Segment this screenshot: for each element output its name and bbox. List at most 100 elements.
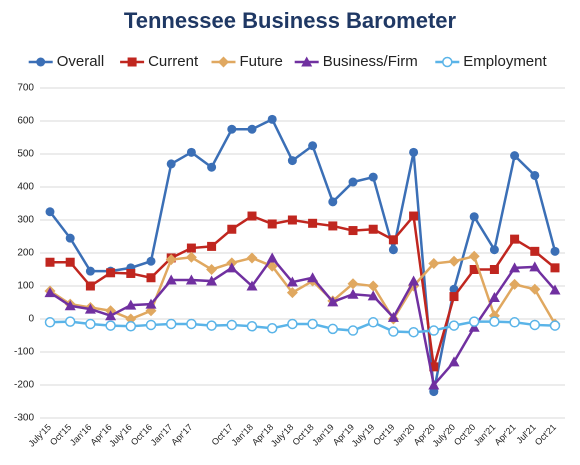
y-tick-label: 500 — [17, 149, 34, 160]
marker — [106, 268, 116, 278]
x-tick-label: Oct'21 — [533, 422, 558, 447]
chart-title: Tennessee Business Barometer — [124, 8, 457, 33]
marker — [327, 323, 339, 335]
marker — [85, 318, 96, 330]
marker — [489, 245, 499, 255]
marker — [529, 261, 541, 272]
marker — [408, 275, 420, 286]
marker — [36, 57, 46, 67]
marker — [247, 211, 257, 221]
marker — [307, 272, 319, 283]
marker — [65, 233, 75, 243]
x-tick-label: July'16 — [107, 422, 134, 449]
marker — [388, 326, 399, 337]
marker — [468, 316, 480, 327]
marker — [267, 114, 277, 124]
marker — [146, 273, 156, 283]
marker — [549, 320, 561, 331]
marker — [226, 262, 238, 273]
y-tick-label: -100 — [14, 347, 34, 358]
marker — [287, 215, 297, 225]
marker — [125, 299, 137, 310]
marker — [550, 263, 560, 273]
marker — [488, 292, 500, 303]
legend-label: Current — [148, 53, 199, 70]
x-tick-label: Jan'20 — [391, 422, 417, 448]
legend-label: Future — [240, 53, 283, 70]
marker — [530, 246, 540, 256]
marker — [449, 292, 459, 302]
marker — [267, 219, 277, 229]
legend-label: Business/Firm — [323, 53, 418, 70]
marker — [489, 265, 499, 274]
y-tick-label: -200 — [14, 380, 34, 391]
marker — [207, 162, 217, 172]
marker — [468, 250, 480, 262]
marker — [105, 310, 117, 321]
marker — [165, 254, 177, 266]
marker — [510, 234, 520, 244]
x-tick-label: July'15 — [26, 422, 53, 449]
x-tick-label: Jan'21 — [472, 422, 498, 448]
y-tick-label: 600 — [17, 116, 34, 127]
marker — [469, 265, 479, 274]
x-tick-label: Jan'16 — [68, 422, 94, 448]
marker — [347, 288, 359, 299]
marker — [44, 317, 56, 328]
marker — [186, 243, 196, 253]
marker — [85, 281, 95, 291]
marker — [368, 224, 378, 234]
marker — [428, 325, 440, 336]
marker — [549, 284, 561, 295]
marker — [165, 318, 177, 330]
marker — [388, 235, 398, 245]
marker — [125, 313, 137, 325]
series-line — [50, 213, 556, 368]
x-tick-label: Apr'17 — [169, 422, 194, 447]
marker — [307, 318, 318, 330]
y-tick-label: 100 — [17, 281, 34, 292]
marker — [146, 256, 156, 266]
marker — [469, 212, 479, 222]
x-tick-label: July'18 — [269, 422, 296, 449]
marker — [347, 278, 359, 290]
series-line — [49, 254, 557, 325]
marker — [266, 322, 278, 334]
marker — [409, 147, 419, 157]
marker — [529, 319, 541, 331]
marker — [448, 320, 460, 331]
marker — [367, 280, 379, 292]
legend-label: Overall — [57, 53, 105, 70]
y-tick-label: 700 — [17, 83, 34, 94]
marker — [530, 170, 540, 180]
marker — [266, 252, 278, 263]
marker — [166, 159, 176, 169]
x-tick-label: Apr'21 — [492, 422, 517, 447]
marker — [64, 316, 76, 327]
marker — [85, 266, 95, 276]
marker — [328, 197, 338, 207]
y-tick-label: 400 — [17, 182, 34, 193]
marker — [206, 320, 217, 331]
marker — [308, 218, 318, 228]
marker — [347, 325, 359, 336]
y-tick-label: 0 — [28, 314, 34, 325]
marker — [64, 300, 76, 311]
marker — [247, 124, 257, 134]
marker — [287, 156, 297, 166]
marker — [226, 319, 238, 331]
marker — [368, 172, 378, 182]
marker — [206, 264, 218, 275]
marker — [327, 296, 339, 307]
marker — [45, 207, 55, 217]
marker — [105, 320, 116, 331]
marker — [509, 317, 520, 328]
marker — [44, 287, 56, 298]
marker — [428, 258, 440, 270]
marker — [367, 290, 379, 301]
marker — [246, 252, 258, 264]
marker — [186, 147, 196, 157]
marker — [510, 151, 520, 161]
marker — [65, 257, 75, 267]
